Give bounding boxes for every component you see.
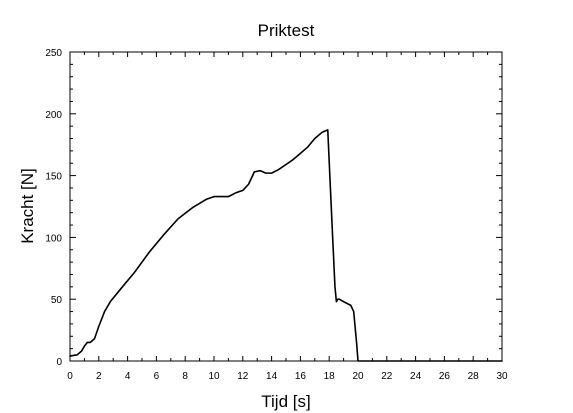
x-tick-label: 22 (381, 371, 393, 382)
plot-area (69, 51, 503, 362)
y-tick-label: 100 (45, 233, 62, 244)
x-tick-label: 24 (410, 371, 422, 382)
x-tick-label: 14 (266, 371, 278, 382)
chart-title: Priktest (258, 21, 315, 40)
x-tick-label: 0 (67, 371, 73, 382)
series-line (69, 129, 503, 362)
x-tick-label: 18 (324, 371, 336, 382)
y-tick-label: 50 (51, 295, 63, 306)
x-tick-label: 6 (154, 371, 160, 382)
x-tick-label: 8 (182, 371, 188, 382)
y-tick-label: 0 (56, 357, 62, 368)
x-tick-label: 10 (208, 371, 220, 382)
y-tick-label: 250 (45, 48, 62, 59)
x-tick-label: 28 (468, 371, 480, 382)
tick-layer (69, 51, 503, 362)
x-tick-label: 16 (295, 371, 307, 382)
x-tick-label: 30 (496, 371, 508, 382)
y-tick-label: 200 (45, 110, 62, 121)
x-axis-label: Tijd [s] (261, 392, 310, 411)
x-tick-label: 26 (439, 371, 451, 382)
x-tick-label: 20 (352, 371, 364, 382)
x-tick-label: 4 (125, 371, 131, 382)
tick-label-layer: 0 2 4 6 8 10 12 14 16 18 20 22 24 26 28 300501001502002… (45, 48, 508, 382)
x-tick-label: 12 (237, 371, 249, 382)
y-tick-label: 150 (45, 172, 62, 183)
x-tick-label: 2 (96, 371, 102, 382)
y-axis-label: Kracht [N] (18, 168, 37, 244)
